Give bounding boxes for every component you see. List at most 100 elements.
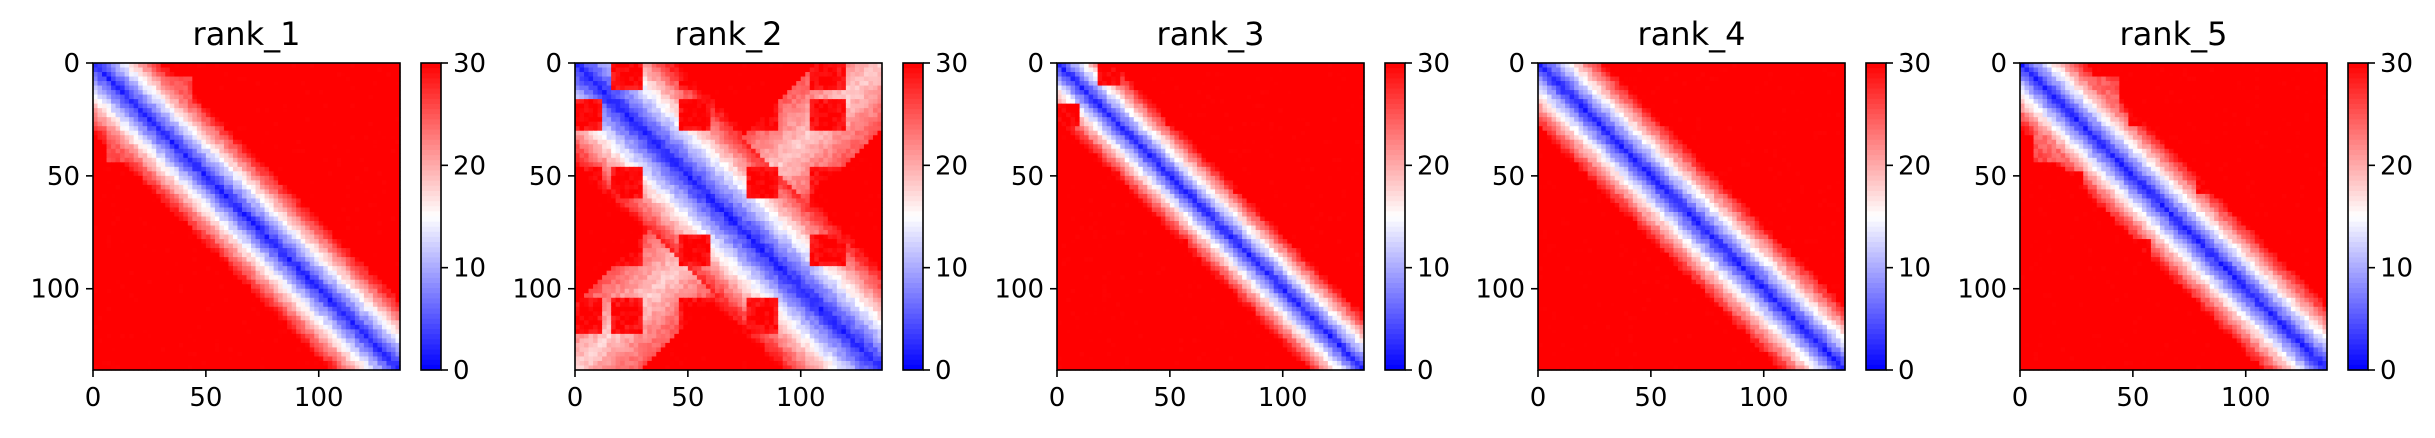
colorbar-tick-label: 30	[453, 49, 486, 79]
heatmap-cell	[296, 352, 301, 357]
heatmap-cell	[201, 320, 206, 325]
heatmap-cell	[314, 72, 319, 77]
heatmap-cell	[188, 90, 193, 95]
heatmap-cell	[625, 81, 630, 86]
heatmap-cell	[368, 235, 373, 240]
heatmap-cell	[192, 284, 197, 289]
heatmap-cell	[210, 104, 215, 109]
heatmap-cell	[197, 149, 202, 154]
heatmap-cell	[377, 86, 382, 91]
colorbar-segment	[421, 344, 441, 350]
heatmap-cell	[341, 167, 346, 172]
heatmap-cell	[98, 275, 103, 280]
heatmap-cell	[147, 307, 152, 312]
heatmap-cell	[165, 293, 170, 298]
heatmap-cell	[102, 185, 107, 190]
heatmap-cell	[305, 356, 310, 361]
heatmap-cell	[224, 293, 229, 298]
heatmap-cell	[274, 352, 279, 357]
heatmap-cell	[292, 198, 297, 203]
colorbar-segment	[421, 99, 441, 105]
heatmap-cell	[233, 289, 238, 294]
heatmap-cell	[219, 329, 224, 334]
heatmap-cell	[143, 126, 148, 131]
heatmap-cell	[174, 207, 179, 212]
heatmap-cell	[368, 72, 373, 77]
heatmap-cell	[332, 131, 337, 136]
heatmap-cell	[224, 144, 229, 149]
heatmap-cell	[301, 298, 306, 303]
heatmap-cell	[224, 343, 229, 348]
heatmap-cell	[328, 180, 333, 185]
heatmap-cell	[116, 226, 121, 231]
heatmap-cell	[219, 338, 224, 343]
heatmap-cell	[391, 180, 396, 185]
heatmap-cell	[233, 253, 238, 258]
heatmap-cell	[346, 113, 351, 118]
heatmap-cell	[161, 230, 166, 235]
heatmap-cell	[310, 158, 315, 163]
heatmap-cell	[386, 135, 391, 140]
heatmap-cell	[274, 99, 279, 104]
heatmap-cell	[350, 307, 355, 312]
heatmap-cell	[219, 298, 224, 303]
colorbar-segment	[421, 293, 441, 299]
heatmap-cell	[170, 162, 175, 167]
heatmap-cell	[111, 230, 116, 235]
heatmap-cell	[125, 135, 130, 140]
heatmap-cell	[224, 325, 229, 330]
heatmap-cell	[355, 180, 360, 185]
heatmap-cell	[116, 217, 121, 222]
heatmap-cell	[188, 298, 193, 303]
heatmap-cell	[129, 135, 134, 140]
heatmap-cell	[237, 194, 242, 199]
heatmap-cell	[274, 284, 279, 289]
heatmap-cell	[274, 144, 279, 149]
heatmap-cell	[256, 298, 261, 303]
heatmap-cell	[278, 253, 283, 258]
heatmap-cell	[242, 212, 247, 217]
heatmap-cell	[111, 280, 116, 285]
heatmap-cell	[373, 347, 378, 352]
heatmap-cell	[350, 293, 355, 298]
heatmap-cell	[174, 81, 179, 86]
heatmap-cell	[287, 262, 292, 267]
heatmap-cell	[274, 221, 279, 226]
heatmap-cell	[111, 140, 116, 145]
heatmap-cell	[364, 131, 369, 136]
heatmap-cell	[283, 320, 288, 325]
heatmap-cell	[147, 289, 152, 294]
heatmap-cell	[287, 149, 292, 154]
heatmap-cell	[314, 126, 319, 131]
heatmap-cell	[265, 122, 270, 127]
heatmap-cell	[206, 262, 211, 267]
heatmap-cell	[147, 271, 152, 276]
heatmap-cell	[364, 235, 369, 240]
heatmap-cell	[868, 77, 873, 82]
heatmap-cell	[256, 248, 261, 253]
heatmap-cell	[152, 72, 157, 77]
heatmap-cell	[98, 171, 103, 176]
heatmap-cell	[233, 171, 238, 176]
heatmap-cell	[219, 262, 224, 267]
heatmap-cell	[274, 95, 279, 100]
heatmap-cell	[134, 298, 139, 303]
heatmap-cell	[341, 113, 346, 118]
heatmap-cell	[228, 162, 233, 167]
heatmap-cell	[183, 293, 188, 298]
heatmap-cell	[382, 262, 387, 267]
heatmap-cell	[296, 81, 301, 86]
heatmap-cell	[215, 298, 220, 303]
heatmap-cell	[355, 266, 360, 271]
heatmap-cell	[251, 280, 256, 285]
heatmap-cell	[368, 271, 373, 276]
heatmap-cell	[147, 189, 152, 194]
heatmap-cell	[247, 334, 252, 339]
heatmap-cell	[233, 271, 238, 276]
heatmap-cell	[260, 226, 265, 231]
heatmap-cell	[143, 171, 148, 176]
heatmap-cell	[278, 135, 283, 140]
heatmap-cell	[98, 347, 103, 352]
heatmap-cell	[174, 189, 179, 194]
heatmap-cell	[174, 284, 179, 289]
